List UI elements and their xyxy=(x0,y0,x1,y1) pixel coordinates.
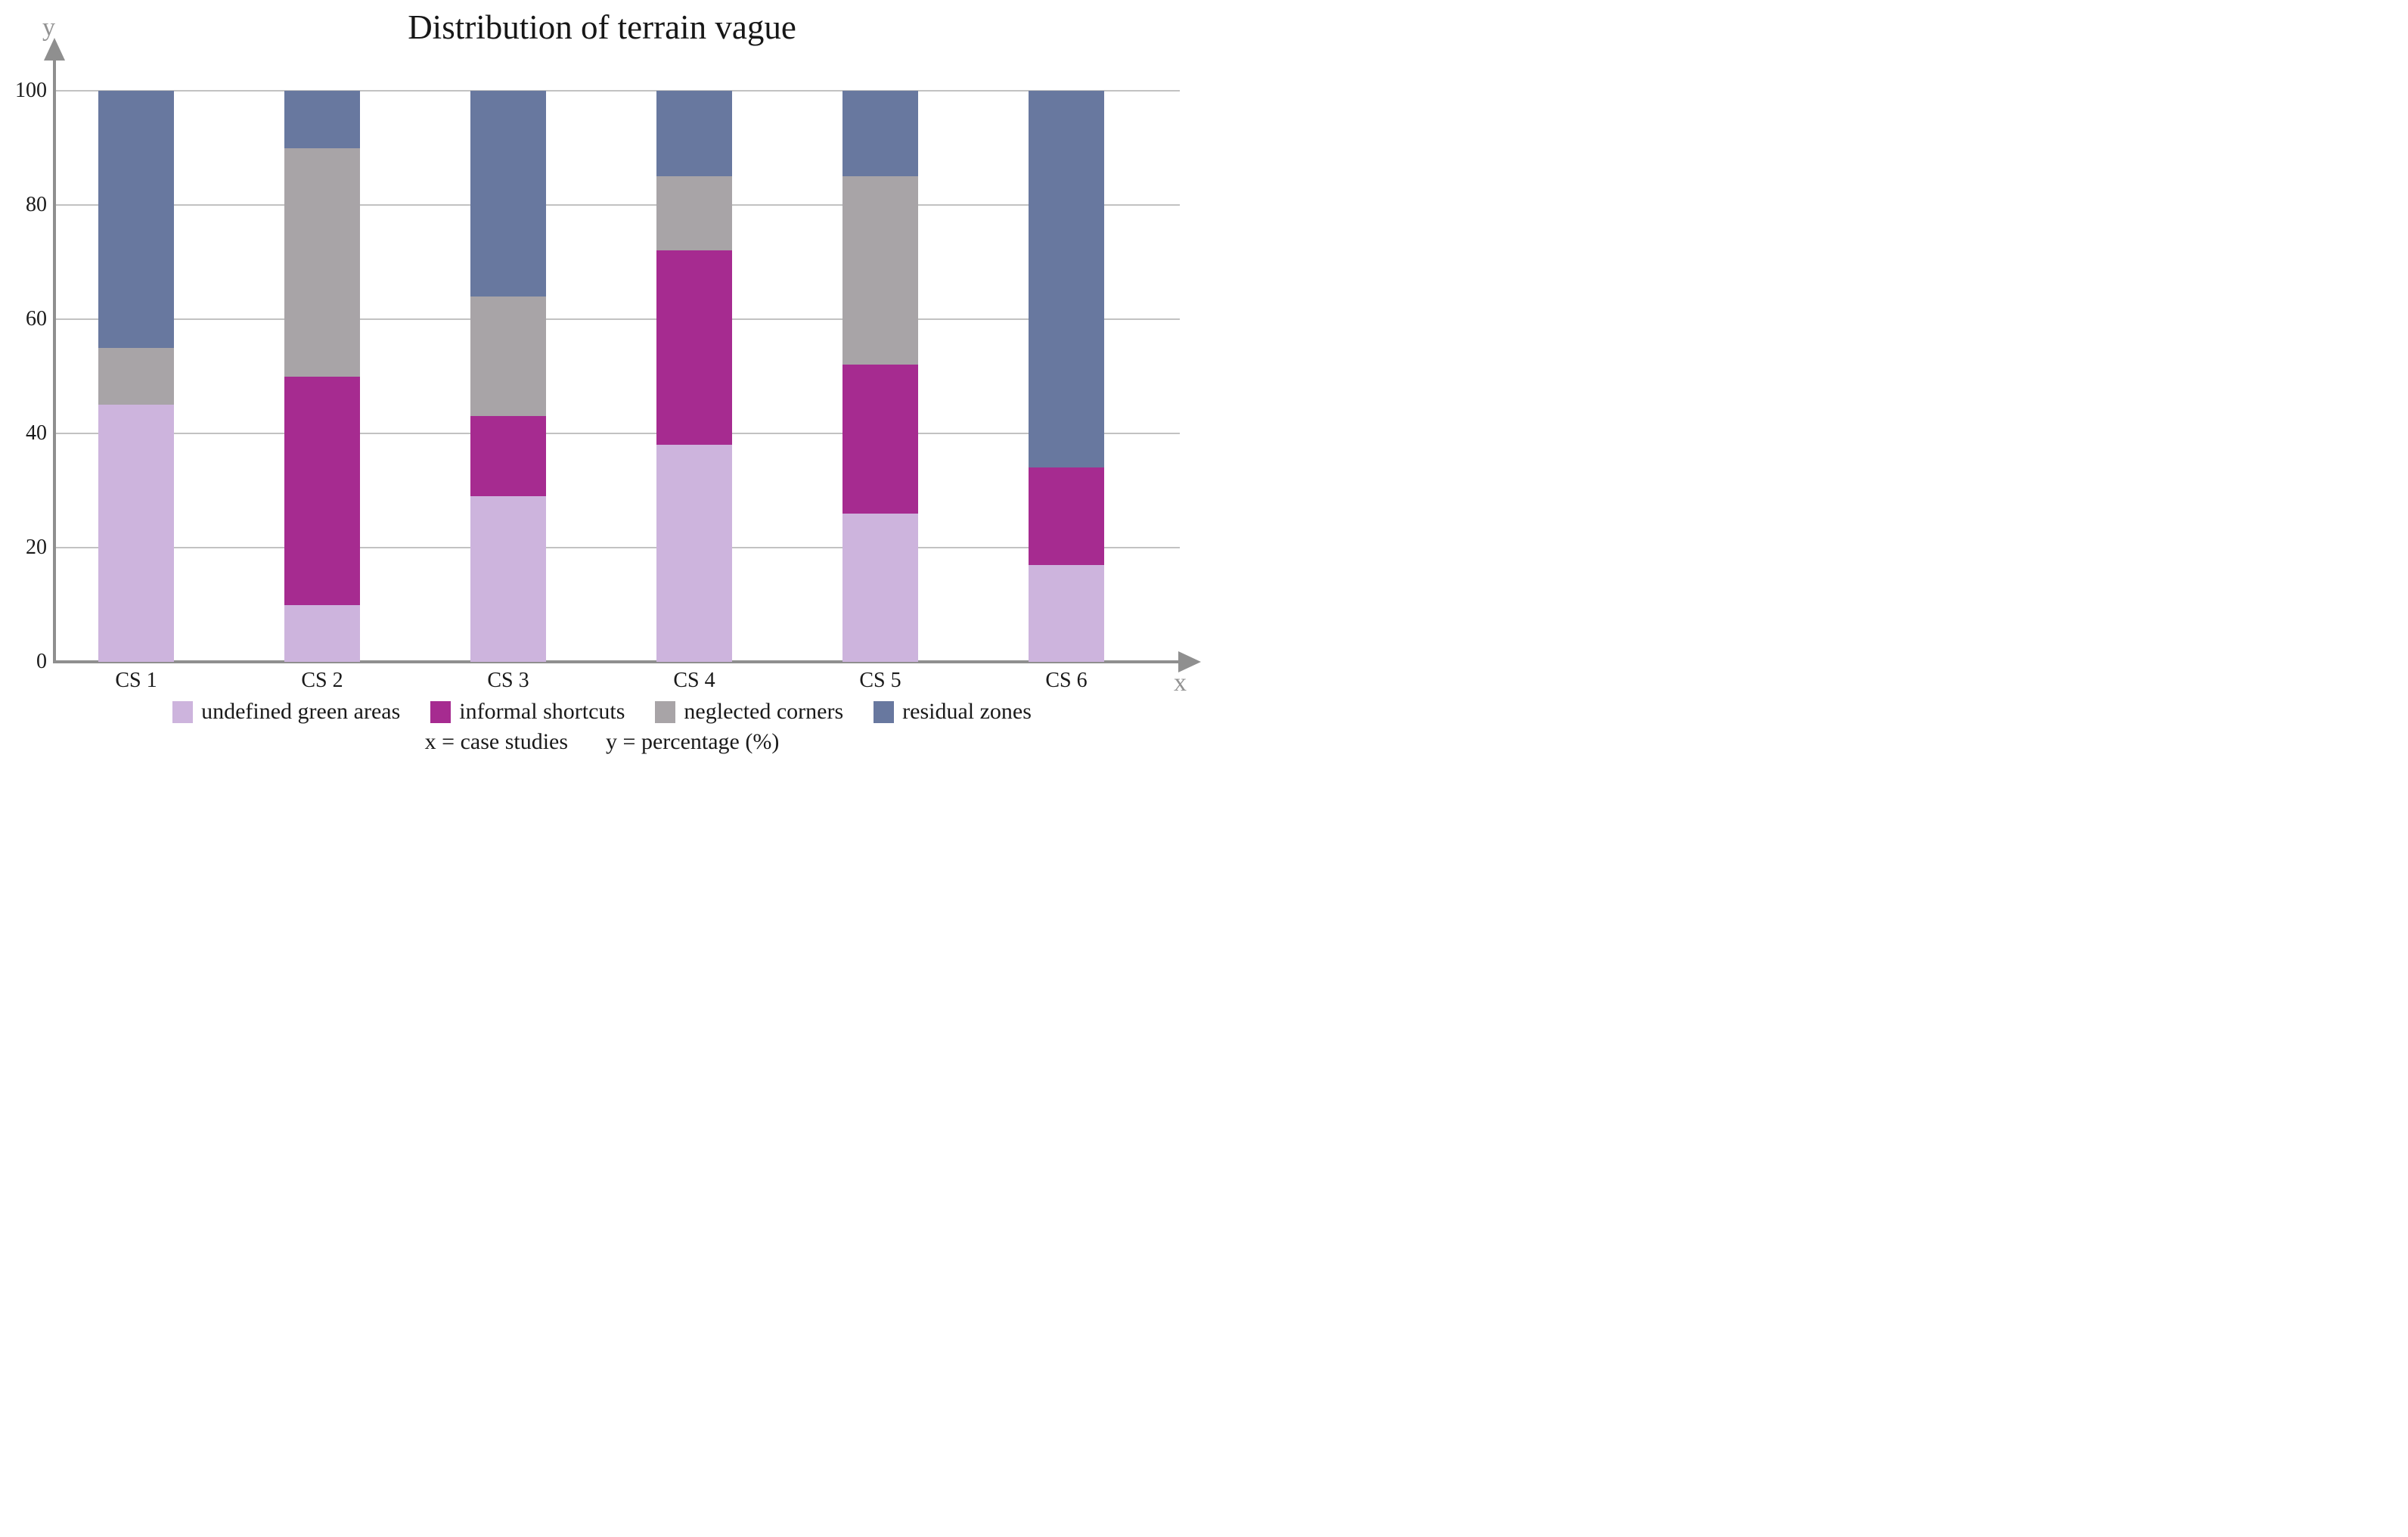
legend-label: residual zones xyxy=(902,699,1032,724)
bar-segment xyxy=(1029,467,1104,565)
chart-title: Distribution of terrain vague xyxy=(408,8,796,46)
bar-segment xyxy=(656,445,732,662)
bar-category-label: CS 2 xyxy=(301,669,343,692)
bar-segment xyxy=(98,91,174,348)
y-axis-arrowhead-icon xyxy=(44,38,65,61)
gridline xyxy=(56,90,1180,92)
caption-y-definition: y = percentage (%) xyxy=(606,729,780,754)
x-axis-letter: x xyxy=(1174,669,1187,697)
bar-segment xyxy=(284,604,360,662)
bar-category-label: CS 4 xyxy=(673,669,715,692)
bar-segment xyxy=(470,496,546,662)
bar-segment xyxy=(1029,91,1104,468)
x-axis-arrowhead-icon xyxy=(1178,651,1201,672)
legend-label: undefined green areas xyxy=(201,699,401,724)
chart-page: Distribution of terrain vague y x 0 20 40 6… xyxy=(0,0,1204,768)
bar-segment xyxy=(656,91,732,177)
bar-segment xyxy=(470,91,546,297)
bar-segment xyxy=(98,347,174,405)
bar-segment xyxy=(284,376,360,605)
legend-label: neglected corners xyxy=(684,699,844,724)
bar-segment xyxy=(842,365,918,514)
y-axis-letter: y xyxy=(42,14,55,42)
legend-swatch xyxy=(430,700,452,723)
legend: undefined green areas informal shortcuts n… xyxy=(0,699,1204,725)
bar-segment xyxy=(656,250,732,446)
legend-swatch xyxy=(172,700,194,723)
y-axis-line xyxy=(53,59,56,663)
bar-segment xyxy=(842,513,918,662)
bar-segment xyxy=(470,296,546,417)
bar-segment xyxy=(842,91,918,177)
bar-segment xyxy=(656,176,732,251)
caption: x = case studies y = percentage (%) xyxy=(0,729,1204,755)
gridline xyxy=(56,204,1180,206)
legend-item: informal shortcuts xyxy=(430,699,625,725)
y-tick-label: 40 xyxy=(26,421,47,445)
y-tick-label: 80 xyxy=(26,193,47,216)
y-tick-label: 0 xyxy=(36,650,47,673)
bar-segment xyxy=(1029,564,1104,662)
bar-segment xyxy=(284,147,360,377)
x-axis-line xyxy=(53,660,1180,663)
bar-segment xyxy=(98,405,174,662)
bar-category-label: CS 3 xyxy=(487,669,529,692)
bar-category-label: CS 1 xyxy=(115,669,157,692)
bar-segment xyxy=(470,416,546,497)
legend-label: informal shortcuts xyxy=(459,699,625,724)
bar-category-label: CS 6 xyxy=(1045,669,1088,692)
legend-swatch xyxy=(655,700,676,723)
legend-swatch xyxy=(874,700,895,723)
bar-category-label: CS 5 xyxy=(859,669,901,692)
gridline xyxy=(56,318,1180,320)
gridline xyxy=(56,547,1180,548)
legend-item: undefined green areas xyxy=(172,699,400,725)
bar-segment xyxy=(284,91,360,148)
gridline xyxy=(56,433,1180,434)
legend-item: neglected corners xyxy=(655,699,843,725)
y-tick-label: 100 xyxy=(15,79,47,102)
y-tick-label: 60 xyxy=(26,307,47,331)
caption-x-definition: x = case studies xyxy=(424,729,569,754)
y-tick-label: 20 xyxy=(26,536,47,559)
legend-item: residual zones xyxy=(874,699,1032,725)
bar-segment xyxy=(842,176,918,365)
